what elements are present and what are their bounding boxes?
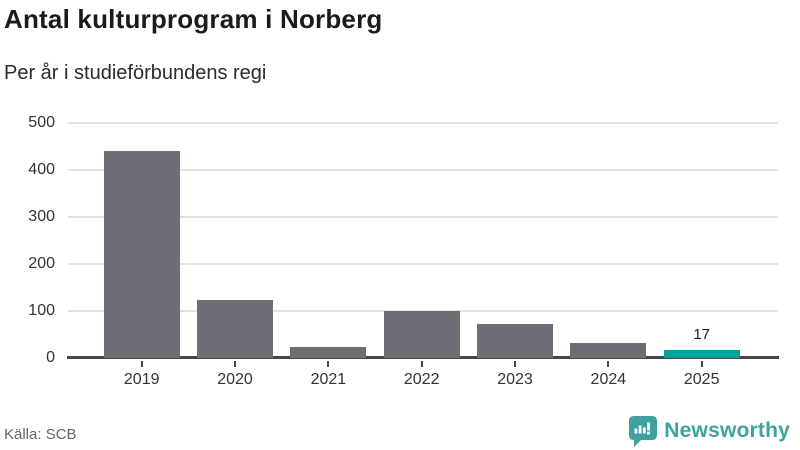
gridline-500 bbox=[68, 122, 778, 124]
bar-2022 bbox=[383, 311, 460, 358]
x-tick-label-2025: 2025 bbox=[683, 371, 720, 388]
bar-chart-plot-area: 2019 2020 2021 2022 2023 2024 17 2025 bbox=[67, 122, 779, 388]
x-tick-label-2020: 2020 bbox=[217, 371, 253, 388]
source-label: Källa: SCB bbox=[4, 426, 77, 443]
gridline-200 bbox=[68, 263, 778, 265]
bar-value-label-2025: 17 bbox=[693, 326, 711, 343]
x-tick-2024 bbox=[607, 361, 610, 367]
x-tick-2020 bbox=[234, 361, 237, 367]
gridline-400 bbox=[68, 169, 778, 171]
x-tick-label-2023: 2023 bbox=[497, 371, 533, 388]
x-tick-2022 bbox=[420, 361, 423, 367]
x-tick-label-2024: 2024 bbox=[590, 371, 627, 388]
x-tick-label-2019: 2019 bbox=[123, 371, 160, 388]
x-tick-label-2022: 2022 bbox=[403, 371, 440, 388]
bar-2024 bbox=[570, 342, 647, 358]
x-tick-2021 bbox=[327, 361, 330, 367]
newsworthy-speech-bubble-chart-icon bbox=[629, 415, 658, 447]
y-tick-label-400: 400 bbox=[28, 161, 55, 178]
x-tick-2025 bbox=[700, 361, 703, 367]
y-tick-label-500: 500 bbox=[28, 114, 55, 131]
newsworthy-logo: Newsworthy bbox=[629, 415, 790, 447]
y-tick-label-200: 200 bbox=[28, 255, 55, 272]
gridline-300 bbox=[68, 216, 778, 218]
y-tick-label-300: 300 bbox=[28, 208, 55, 225]
x-tick-label-2021: 2021 bbox=[310, 371, 347, 388]
x-tick-2023 bbox=[514, 361, 517, 367]
bar-2025 bbox=[663, 350, 740, 358]
bar-2023 bbox=[477, 324, 554, 358]
bar-2019 bbox=[103, 151, 180, 358]
x-tick-2019 bbox=[140, 361, 143, 367]
newsworthy-logo-text: Newsworthy bbox=[664, 419, 790, 442]
y-tick-label-0: 0 bbox=[46, 349, 55, 366]
chart-title: Antal kulturprogram i Norberg bbox=[4, 4, 383, 34]
y-axis-labels: 0 100 200 300 400 500 bbox=[0, 114, 55, 366]
y-tick-label-100: 100 bbox=[28, 302, 55, 319]
bar-2020 bbox=[197, 300, 274, 358]
bar-2021 bbox=[290, 347, 367, 358]
chart-subtitle: Per år i studieförbundens regi bbox=[4, 62, 267, 84]
